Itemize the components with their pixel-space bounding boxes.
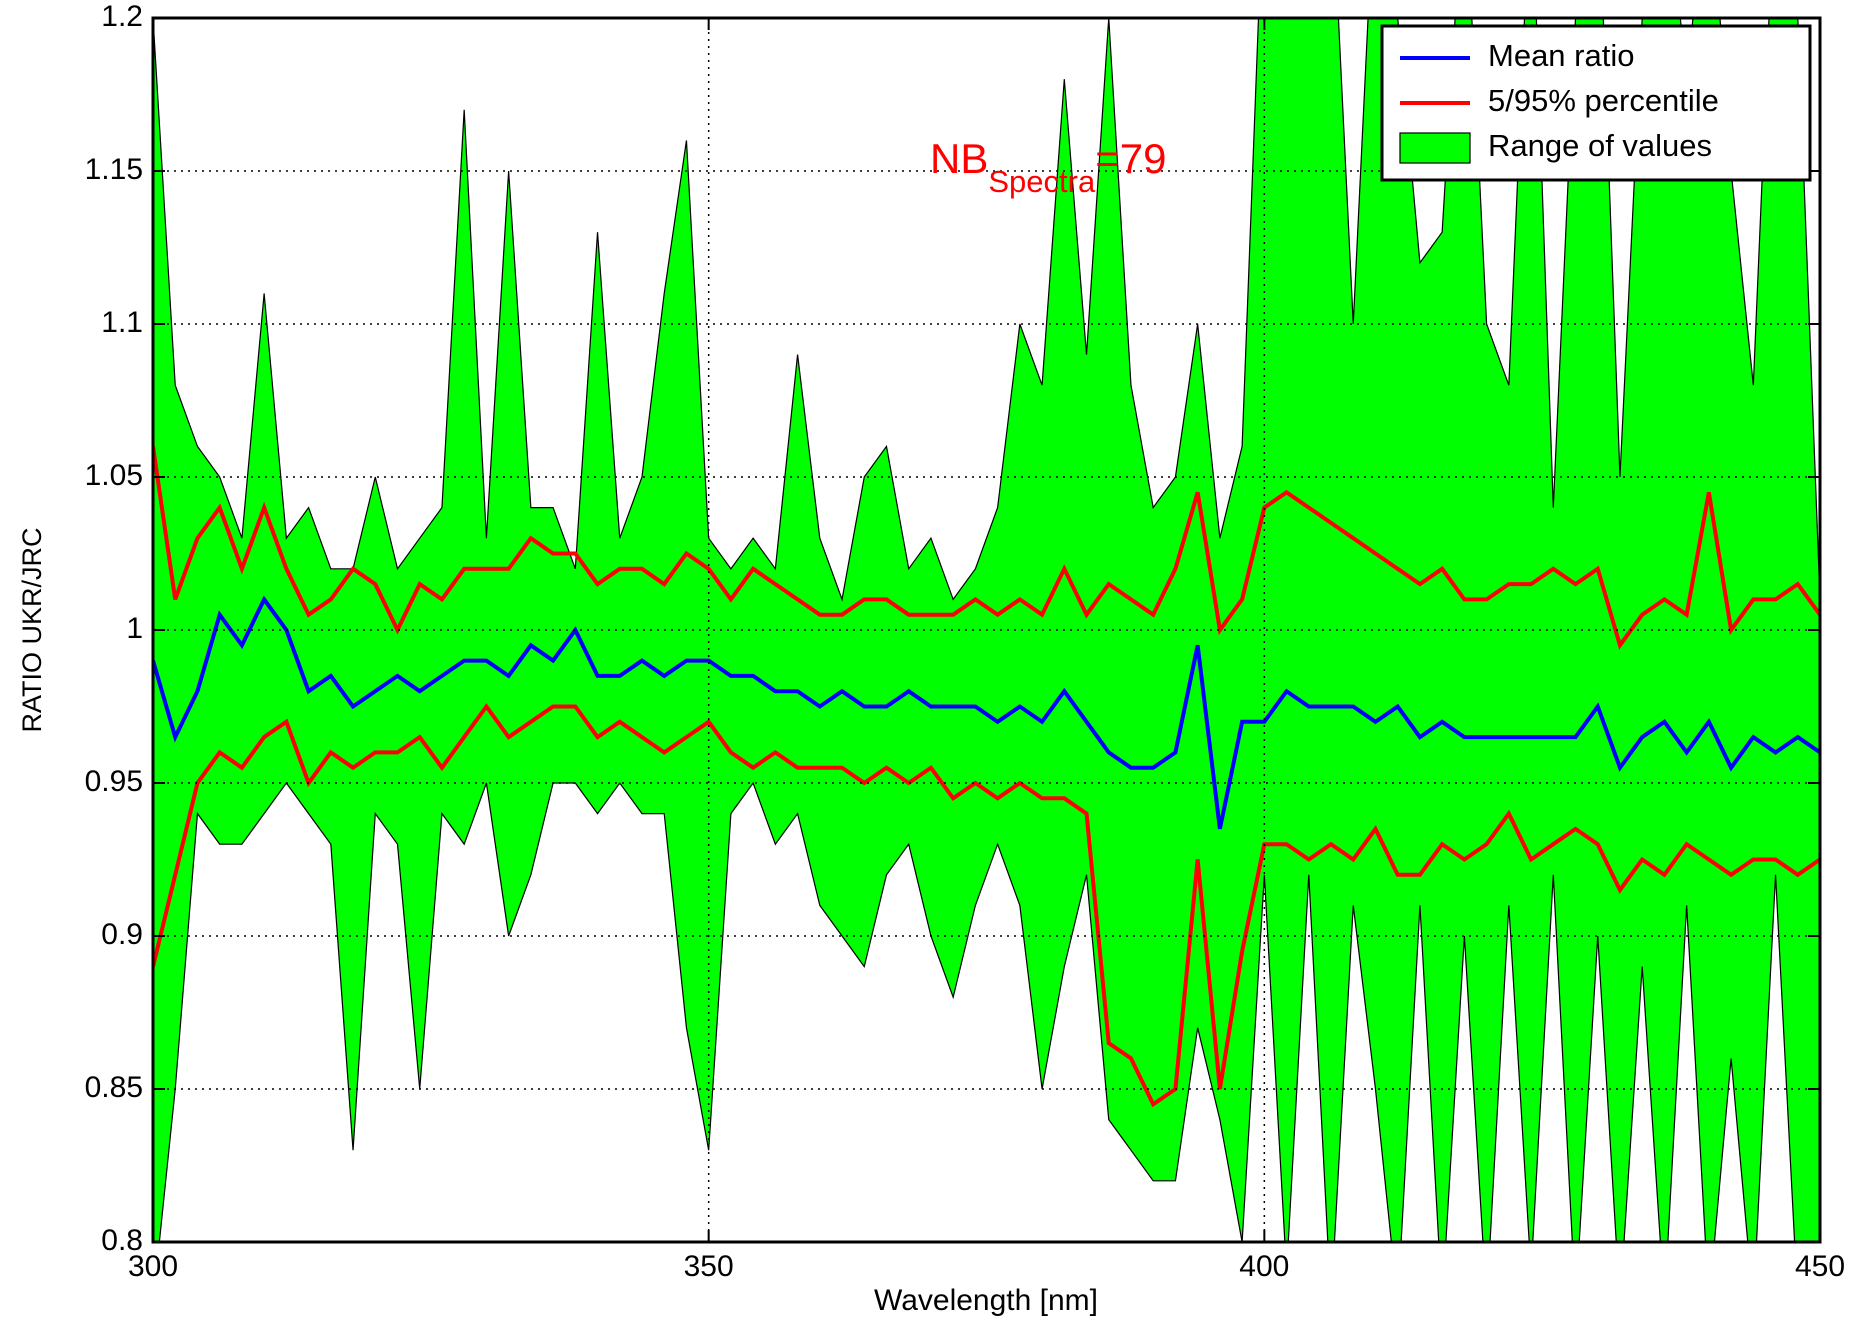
y-tick-label: 1.15 [85,153,143,186]
x-tick-label: 400 [1239,1250,1289,1283]
y-tick-label: 1 [126,612,143,645]
mean-line [153,595,1820,830]
annotation-text: NB [930,135,988,182]
legend-label: Range of values [1488,128,1712,163]
legend-label: Mean ratio [1488,38,1634,73]
legend: Mean ratio 5/95% percentile Range of value… [1380,24,1812,182]
y-tick-label: 1.2 [101,0,143,33]
y-tick-label: 1.05 [85,459,143,492]
lower-percentile-line [153,703,1820,1108]
legend-label: 5/95% percentile [1488,83,1719,118]
annotation-suffix: =79 [1095,135,1166,182]
y-tick-label: 0.9 [101,918,143,951]
x-tick-label: 300 [128,1250,178,1283]
plot-frame [151,16,1822,1244]
y-tick-label: 0.8 [101,1224,143,1257]
x-tick-label: 450 [1795,1250,1845,1283]
x-tick-label: 350 [684,1250,734,1283]
y-tick-label: 0.85 [85,1071,143,1104]
legend-swatch [1399,132,1471,164]
y-axis-label: RATIO UKR/JRC [17,527,47,732]
axes: 0.8 0.85 0.9 0.95 1 1.05 1.1 1.15 1.2 300 350 400 45… [85,0,1845,1283]
y-tick-label: 1.1 [101,306,143,339]
y-tick-label: 0.95 [85,765,143,798]
x-axis-label: Wavelength [nm] [874,1284,1098,1317]
annotation: NBSpectra=79 [930,135,1166,199]
upper-percentile-line [153,446,1820,650]
annotation-subscript: Spectra [988,164,1096,199]
